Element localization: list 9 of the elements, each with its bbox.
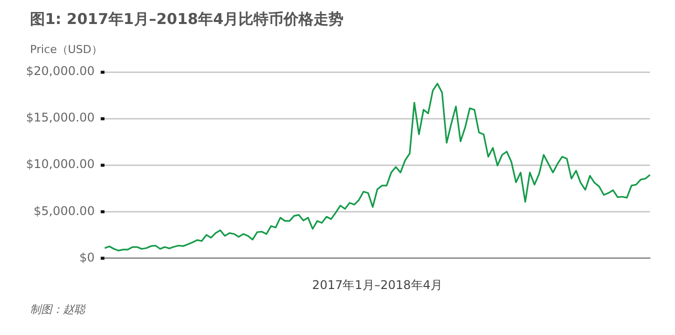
chart-title: 图1: 2017年1月–2018年4月比特币价格走势 — [30, 10, 344, 29]
y-tick-label: $20,000.00 — [26, 64, 95, 78]
y-tick-label: $15,000.00 — [26, 110, 95, 125]
text: 制图：赵聪 — [30, 302, 85, 317]
y-tick-label: $5,000.00 — [34, 204, 95, 218]
y-tick-label: $0 — [79, 250, 95, 264]
y-tick-label: $10,000.00 — [26, 157, 95, 172]
x-axis-title: 2017年1月–2018年4月 — [312, 278, 443, 292]
y-axis-title: Price（USD） — [30, 42, 102, 57]
